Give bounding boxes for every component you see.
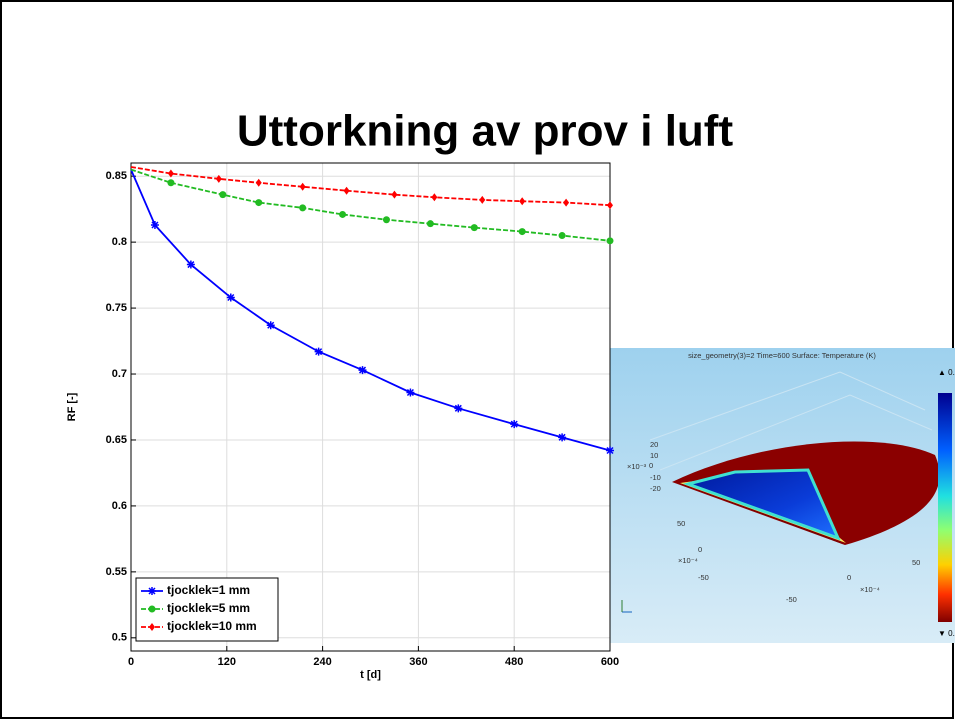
marker [255,199,262,206]
legend-marker [149,606,156,613]
x-tick-label: 480 [505,656,523,668]
marker [227,294,235,302]
marker [383,216,390,223]
marker [558,433,566,441]
inset-axis-label: ×10⁻⁴ [678,556,698,565]
y-tick-label: 0.65 [106,434,127,446]
marker [359,366,367,374]
marker [219,191,226,198]
marker [559,232,566,239]
inset-axis-label: 0 [847,573,851,582]
marker [187,261,195,269]
marker [510,420,518,428]
inset-colorbar [938,393,952,622]
inset-axis-label: -20 [650,484,661,493]
inset-image: size_geometry(3)=2 Time=600 Surface: Tem… [610,348,955,643]
marker [299,204,306,211]
marker [406,388,414,396]
y-axis-label: RF [-] [66,392,78,421]
x-tick-label: 0 [128,656,134,668]
y-tick-label: 0.85 [106,170,127,182]
y-tick-label: 0.75 [106,302,127,314]
marker [427,220,434,227]
marker [471,224,478,231]
inset-axis-label: ×10⁻⁴ [860,585,880,594]
marker [606,447,614,455]
y-tick-label: 0.8 [112,236,127,248]
marker [267,321,275,329]
y-tick-label: 0.5 [112,632,127,644]
inset-axis-label: 10 [650,451,658,460]
colorbar-min: ▼ 0.5 [938,629,955,638]
inset-axis-label: -50 [786,595,797,604]
chart: 0.5 0.55 0.6 0.65 0.7 0.75 0.8 0.85 0 120 240 360 48… [66,163,619,681]
y-tick-label: 0.55 [106,566,127,578]
inset-title: size_geometry(3)=2 Time=600 Surface: Tem… [688,351,876,360]
y-tick-label: 0.6 [112,500,127,512]
marker [607,237,614,244]
marker [167,179,174,186]
colorbar-max: ▲ 0.8 [938,368,955,377]
inset-axis-label: 0 [698,545,702,554]
inset-axis-label: -10 [650,473,661,482]
slide: Uttorkning av prov i luft size_geometry(… [0,0,955,720]
inset-axis-label: 50 [677,519,685,528]
inset-axis-label: -50 [698,573,709,582]
marker [339,211,346,218]
x-tick-label: 240 [313,656,331,668]
page: {"title": "Uttorkning av prov i luft", "… [0,0,955,720]
inset-axis-label: 20 [650,440,658,449]
marker [151,221,159,229]
inset-axis-label: 0 [649,461,653,470]
x-axis-label: t [d] [360,669,381,681]
legend-label: tjocklek=5 mm [167,601,250,615]
inset-axis-label: ×10⁻³ [627,462,647,471]
inset-axis-label: 50 [912,558,920,567]
y-tick-label: 0.7 [112,368,127,380]
x-tick-label: 600 [601,656,619,668]
legend-label: tjocklek=10 mm [167,619,257,633]
marker [454,404,462,412]
legend-label: tjocklek=1 mm [167,583,250,597]
marker [519,228,526,235]
x-tick-label: 120 [218,656,236,668]
x-tick-label: 360 [409,656,427,668]
legend-marker [148,587,156,595]
marker [315,348,323,356]
slide-title: Uttorkning av prov i luft [237,107,734,156]
